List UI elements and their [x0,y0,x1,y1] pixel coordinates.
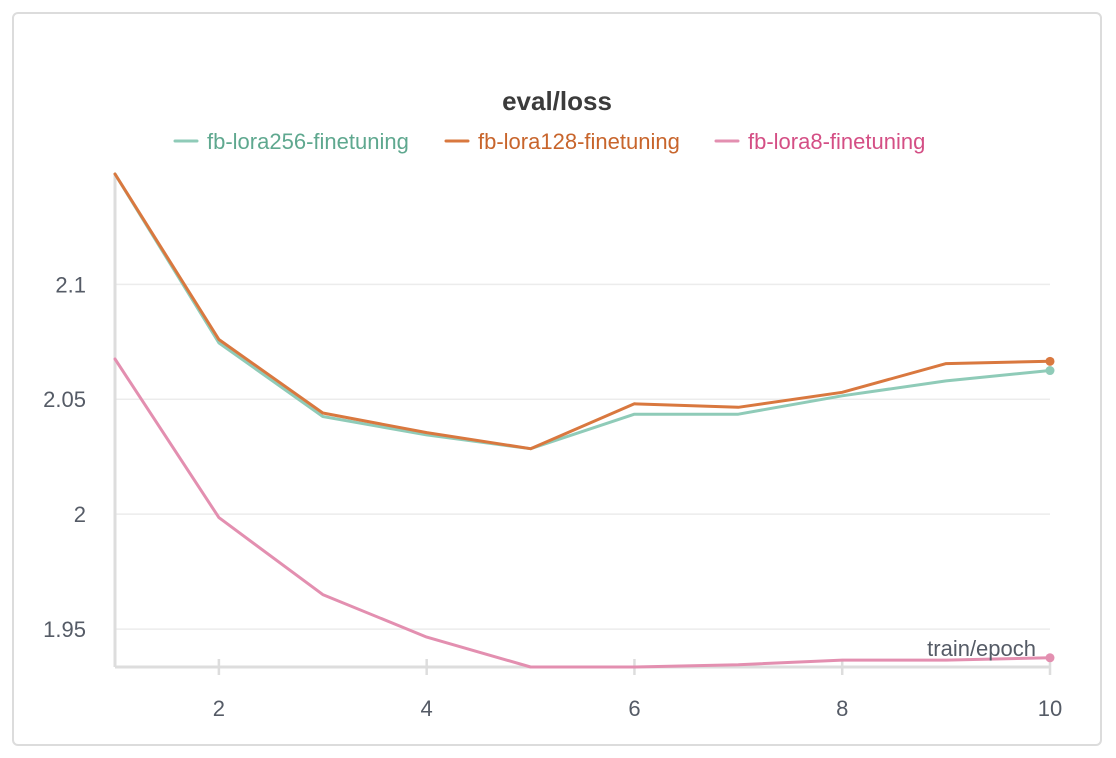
grid-lines: 1.95 2 2.05 2.1 [43,272,1050,642]
series-end-point-1 [1045,356,1055,366]
x-tick-label: 2 [213,696,225,721]
y-tick-label: 2.05 [43,387,86,412]
series-line-2 [113,357,1052,669]
y-tick-label: 2 [74,502,86,527]
y-tick-label: 2.1 [55,272,86,297]
series-line-1 [113,172,1052,451]
chart-panel [12,12,1102,746]
legend-label-0: fb-lora256-finetuning [207,129,409,154]
chart-title: eval/loss [502,86,612,116]
legend-label-1: fb-lora128-finetuning [478,129,680,154]
x-tick-label: 8 [836,696,848,721]
x-tick-label: 10 [1038,696,1062,721]
legend: fb-lora256-finetuning fb-lora128-finetuni… [173,129,925,154]
series-line-0 [113,172,1052,451]
series-end-point-2 [1045,653,1055,663]
x-tick-label: 6 [628,696,640,721]
axes: 2 4 6 8 10 [113,174,1062,721]
x-axis-title: train/epoch [927,636,1036,661]
series-end-point-0 [1045,366,1055,376]
x-tick-label: 4 [421,696,433,721]
legend-label-2: fb-lora8-finetuning [748,129,925,154]
series-layer [113,172,1055,669]
y-tick-label: 1.95 [43,617,86,642]
